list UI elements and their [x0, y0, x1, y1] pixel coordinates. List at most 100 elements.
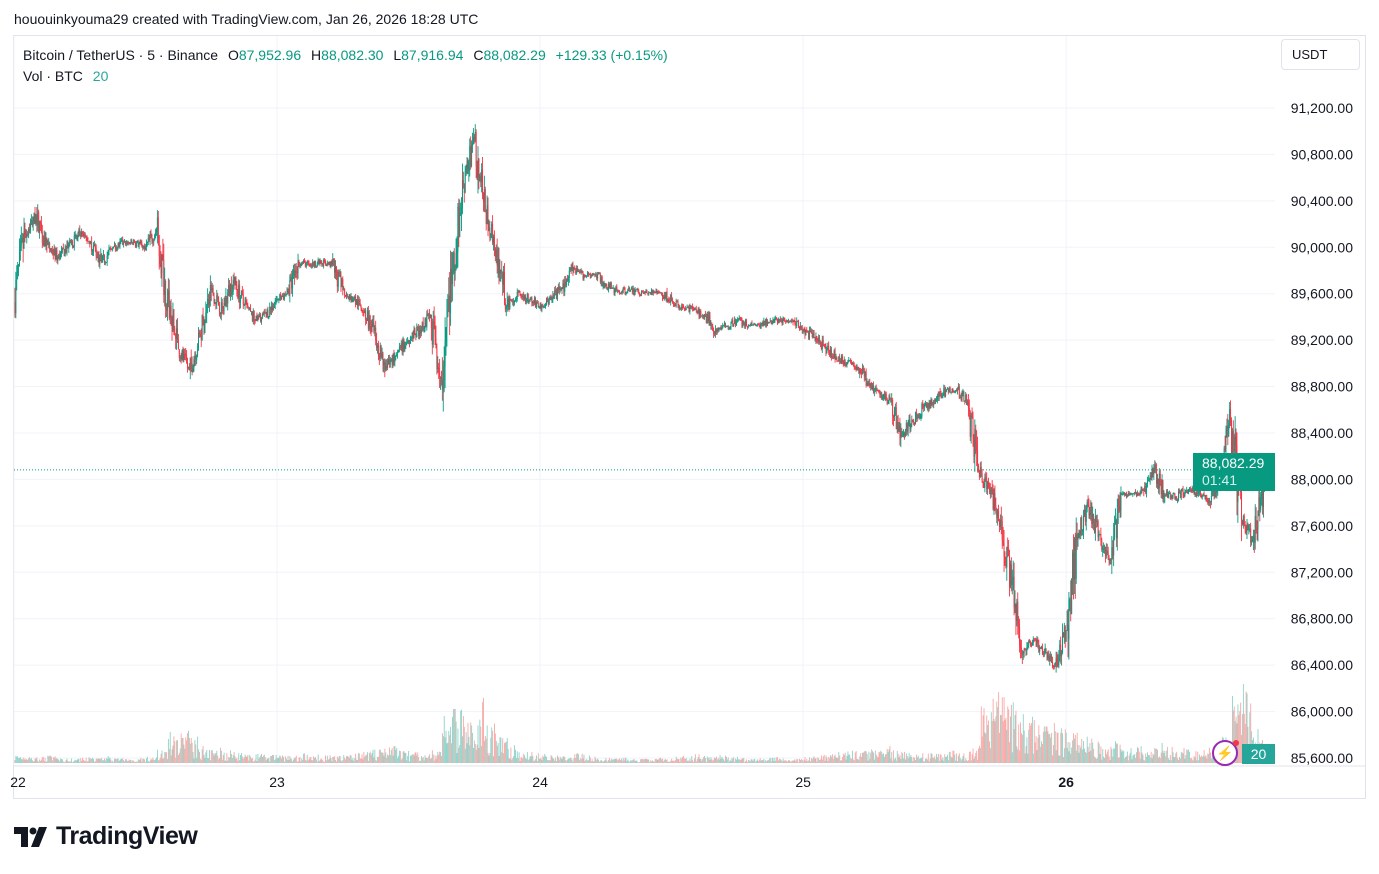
candle-body [283, 294, 285, 299]
volume-bar [546, 756, 547, 763]
volume-bar [363, 751, 365, 763]
candle-body [1067, 624, 1069, 640]
candle-body [346, 294, 348, 297]
volume-bar [24, 758, 26, 763]
volume-bar [799, 758, 800, 763]
candle-body [725, 326, 727, 328]
volume-bar [806, 759, 808, 763]
candle-body [768, 322, 770, 324]
candle-body [864, 371, 866, 377]
volume-bar [428, 756, 430, 763]
candle-body [131, 240, 133, 243]
volume-bar [815, 758, 817, 763]
candle-body [844, 359, 846, 365]
candle-body [908, 418, 910, 425]
candle-body [502, 273, 504, 285]
candle [736, 317, 738, 323]
candle [58, 253, 60, 260]
candle-body [624, 288, 626, 294]
candle [407, 336, 409, 344]
volume-bar [165, 752, 167, 763]
candle [49, 241, 51, 253]
candle-body [363, 312, 365, 314]
candle-body [982, 481, 984, 484]
candle [1093, 513, 1095, 531]
candle-body [608, 283, 610, 290]
candle [550, 294, 552, 301]
candle [176, 318, 178, 344]
volume-bar [923, 761, 925, 763]
candle [863, 367, 865, 382]
candle [720, 325, 722, 331]
candle [956, 387, 958, 395]
volume-bar [1017, 749, 1019, 763]
candle-body [545, 298, 547, 305]
candle-body [618, 291, 620, 293]
candle-body [625, 293, 627, 295]
candle [441, 357, 443, 401]
candle-body [429, 313, 431, 318]
candle-body [1011, 580, 1013, 586]
candle [594, 273, 596, 278]
candle-body [1042, 654, 1044, 656]
volume-bar [409, 761, 410, 763]
candle-body [861, 373, 863, 375]
candle [749, 323, 751, 327]
candle [255, 315, 257, 322]
volume-bar [724, 760, 726, 763]
volume-bar [894, 759, 895, 763]
candle [817, 337, 819, 344]
volume-bar [320, 758, 322, 763]
volume-bar [184, 748, 186, 763]
volume-bar [590, 761, 592, 763]
candle [675, 298, 677, 308]
volume-bar [234, 756, 236, 763]
volume-bar [721, 756, 723, 763]
candle [734, 316, 736, 325]
candle [229, 280, 231, 297]
candle [1070, 580, 1072, 622]
candle [224, 295, 226, 306]
x-tick-label: 26 [1058, 774, 1074, 790]
volume-bar [975, 752, 977, 763]
volume-bar [384, 748, 386, 763]
candle [442, 360, 444, 412]
candle [303, 258, 305, 263]
candle [155, 227, 157, 236]
candle [1098, 530, 1100, 541]
volume-bar [35, 758, 37, 763]
volume-bar [761, 760, 763, 763]
candle [507, 296, 509, 311]
candle [262, 311, 264, 316]
candle [845, 362, 847, 367]
candle [759, 321, 761, 329]
candle-body [295, 270, 297, 273]
candle [761, 321, 763, 326]
volume-bar [658, 759, 660, 763]
candle [267, 306, 269, 319]
candle [28, 227, 30, 239]
volume-bar [33, 761, 35, 763]
candle-body [293, 270, 295, 277]
candle-body [26, 233, 28, 238]
candle [60, 250, 62, 260]
candle-body [995, 505, 997, 509]
volume-bar [20, 759, 22, 763]
candle [1086, 499, 1088, 513]
volume-bar [701, 760, 703, 763]
candle-body [368, 316, 370, 329]
candle-body [376, 340, 378, 349]
candle [939, 387, 941, 397]
volume-bar [627, 759, 629, 763]
candle-body [555, 290, 557, 292]
candle [577, 265, 579, 273]
candle-body [731, 320, 733, 322]
volume-bar [1187, 750, 1189, 763]
candle [981, 468, 983, 483]
candle-body [190, 357, 192, 364]
candle-body [32, 221, 34, 226]
candle [325, 263, 327, 267]
volume-bar [910, 755, 912, 763]
candle [344, 288, 346, 299]
